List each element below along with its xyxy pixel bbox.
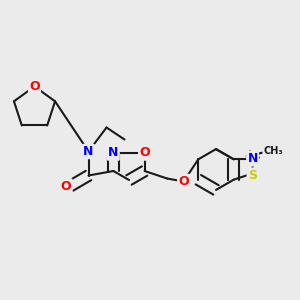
Text: O: O [29, 80, 40, 93]
Text: N: N [83, 145, 94, 158]
Text: O: O [61, 179, 71, 193]
Text: N: N [108, 146, 118, 160]
Text: CH₃: CH₃ [263, 146, 283, 157]
Text: N: N [248, 152, 258, 165]
Text: O: O [139, 146, 150, 160]
Text: S: S [248, 169, 257, 182]
Text: O: O [178, 175, 189, 188]
